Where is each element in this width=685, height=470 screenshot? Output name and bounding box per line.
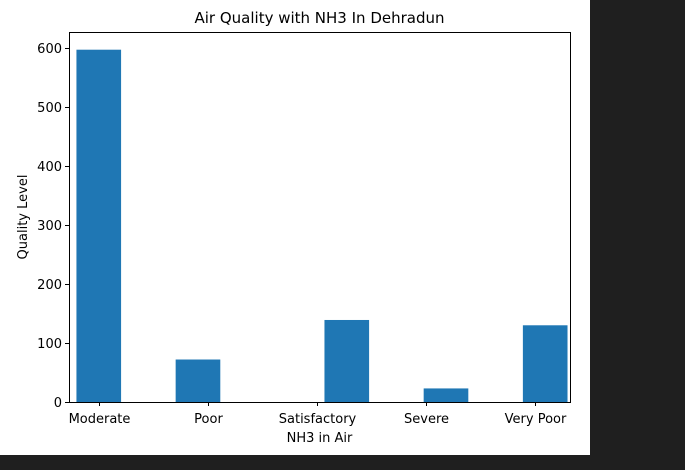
- bars-group: [76, 49, 568, 403]
- chart-title: Air Quality with NH3 In Dehradun: [194, 9, 444, 27]
- bar-1: [175, 359, 221, 402]
- bar-4: [522, 325, 568, 402]
- y-tick-label: 200: [37, 278, 62, 293]
- x-tick-label: Satisfactory: [279, 412, 357, 427]
- y-tick-label: 400: [37, 160, 62, 175]
- x-tick-label: Moderate: [69, 412, 131, 427]
- bar-chart: Air Quality with NH3 In Dehradun 0 100 200…: [16, 9, 571, 446]
- y-axis: 0 100 200 300 400 500 600: [37, 42, 69, 411]
- x-tick-label: Very Poor: [505, 412, 567, 427]
- chart-figure: Air Quality with NH3 In Dehradun 0 100 200…: [0, 0, 590, 455]
- y-tick-label: 500: [37, 101, 62, 116]
- bar-0: [76, 49, 122, 403]
- y-tick-label: 100: [37, 337, 62, 352]
- y-tick-label: 600: [37, 42, 62, 57]
- y-tick-label: 0: [54, 396, 62, 411]
- x-axis-title: NH3 in Air: [287, 431, 353, 446]
- plot-frame: [69, 32, 571, 403]
- y-axis-title: Quality Level: [16, 175, 31, 260]
- bar-2: [324, 319, 370, 402]
- y-tick-label: 300: [37, 219, 62, 234]
- bar-3: [423, 388, 469, 402]
- x-axis: Moderate Poor Satisfactory Severe Very Poor: [69, 402, 567, 427]
- x-tick-label: Poor: [194, 412, 223, 427]
- x-tick-label: Severe: [404, 412, 449, 427]
